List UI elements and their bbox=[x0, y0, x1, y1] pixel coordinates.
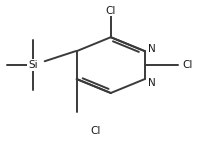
Text: Cl: Cl bbox=[91, 126, 101, 136]
Text: N: N bbox=[148, 44, 156, 54]
Text: Si: Si bbox=[28, 60, 38, 70]
Text: Cl: Cl bbox=[182, 60, 193, 70]
Text: Cl: Cl bbox=[106, 6, 116, 16]
Text: N: N bbox=[148, 78, 156, 88]
